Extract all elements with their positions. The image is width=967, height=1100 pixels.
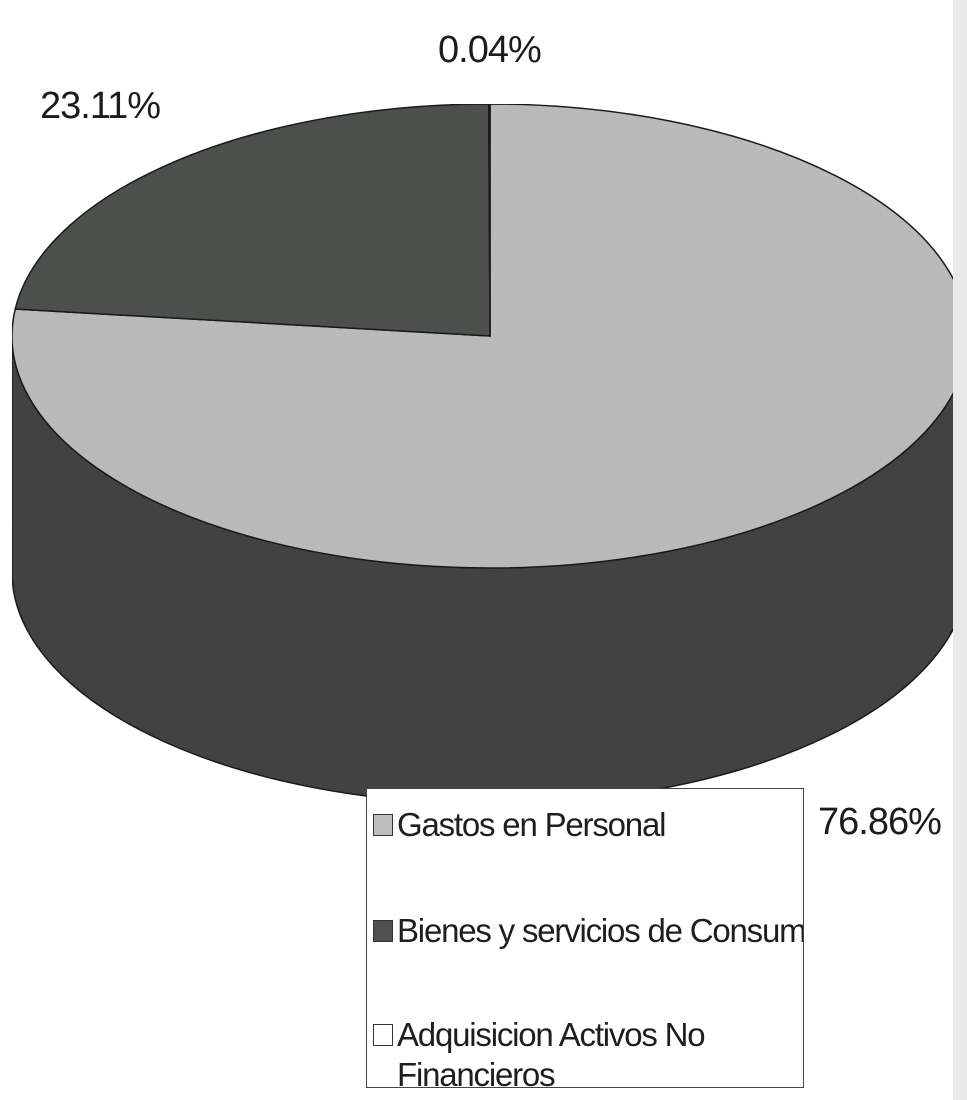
legend-item-gastos-en-personal: Gastos en Personal xyxy=(373,805,666,845)
data-label-adquisicion-activos-no-financieros: 0.04% xyxy=(438,29,541,71)
legend-item-bienes-y-servicios: Bienes y servicios de Consumos xyxy=(373,911,804,951)
pie-slice-adquisicion-activos-no-financieros xyxy=(488,103,491,337)
legend-label-gastos-en-personal: Gastos en Personal xyxy=(397,806,666,843)
pie-slice-bienes-y-servicios-de-consumos xyxy=(14,103,491,337)
pie-layer xyxy=(11,103,967,805)
legend-label-adquisicion-activos: Adquisicion Activos No Financieros xyxy=(397,1016,706,1088)
legend-swatch-bienes-y-servicios xyxy=(373,920,393,942)
data-label-gastos-en-personal: 76.86% xyxy=(818,801,941,843)
legend: Gastos en Personal Bienes y servicios de… xyxy=(366,788,804,1088)
legend-item-adquisicion-activos: Adquisicion Activos No Financieros xyxy=(373,1015,737,1088)
legend-swatch-adquisicion-activos xyxy=(373,1024,393,1046)
scan-edge xyxy=(953,0,967,1100)
label-layer: 76.86% 23.11% 0.04% xyxy=(40,29,942,843)
legend-label-bienes-y-servicios: Bienes y servicios de Consumos xyxy=(397,912,804,949)
data-label-bienes-y-servicios-de-consumos: 23.11% xyxy=(40,85,160,127)
legend-swatch-gastos-en-personal xyxy=(373,814,393,836)
